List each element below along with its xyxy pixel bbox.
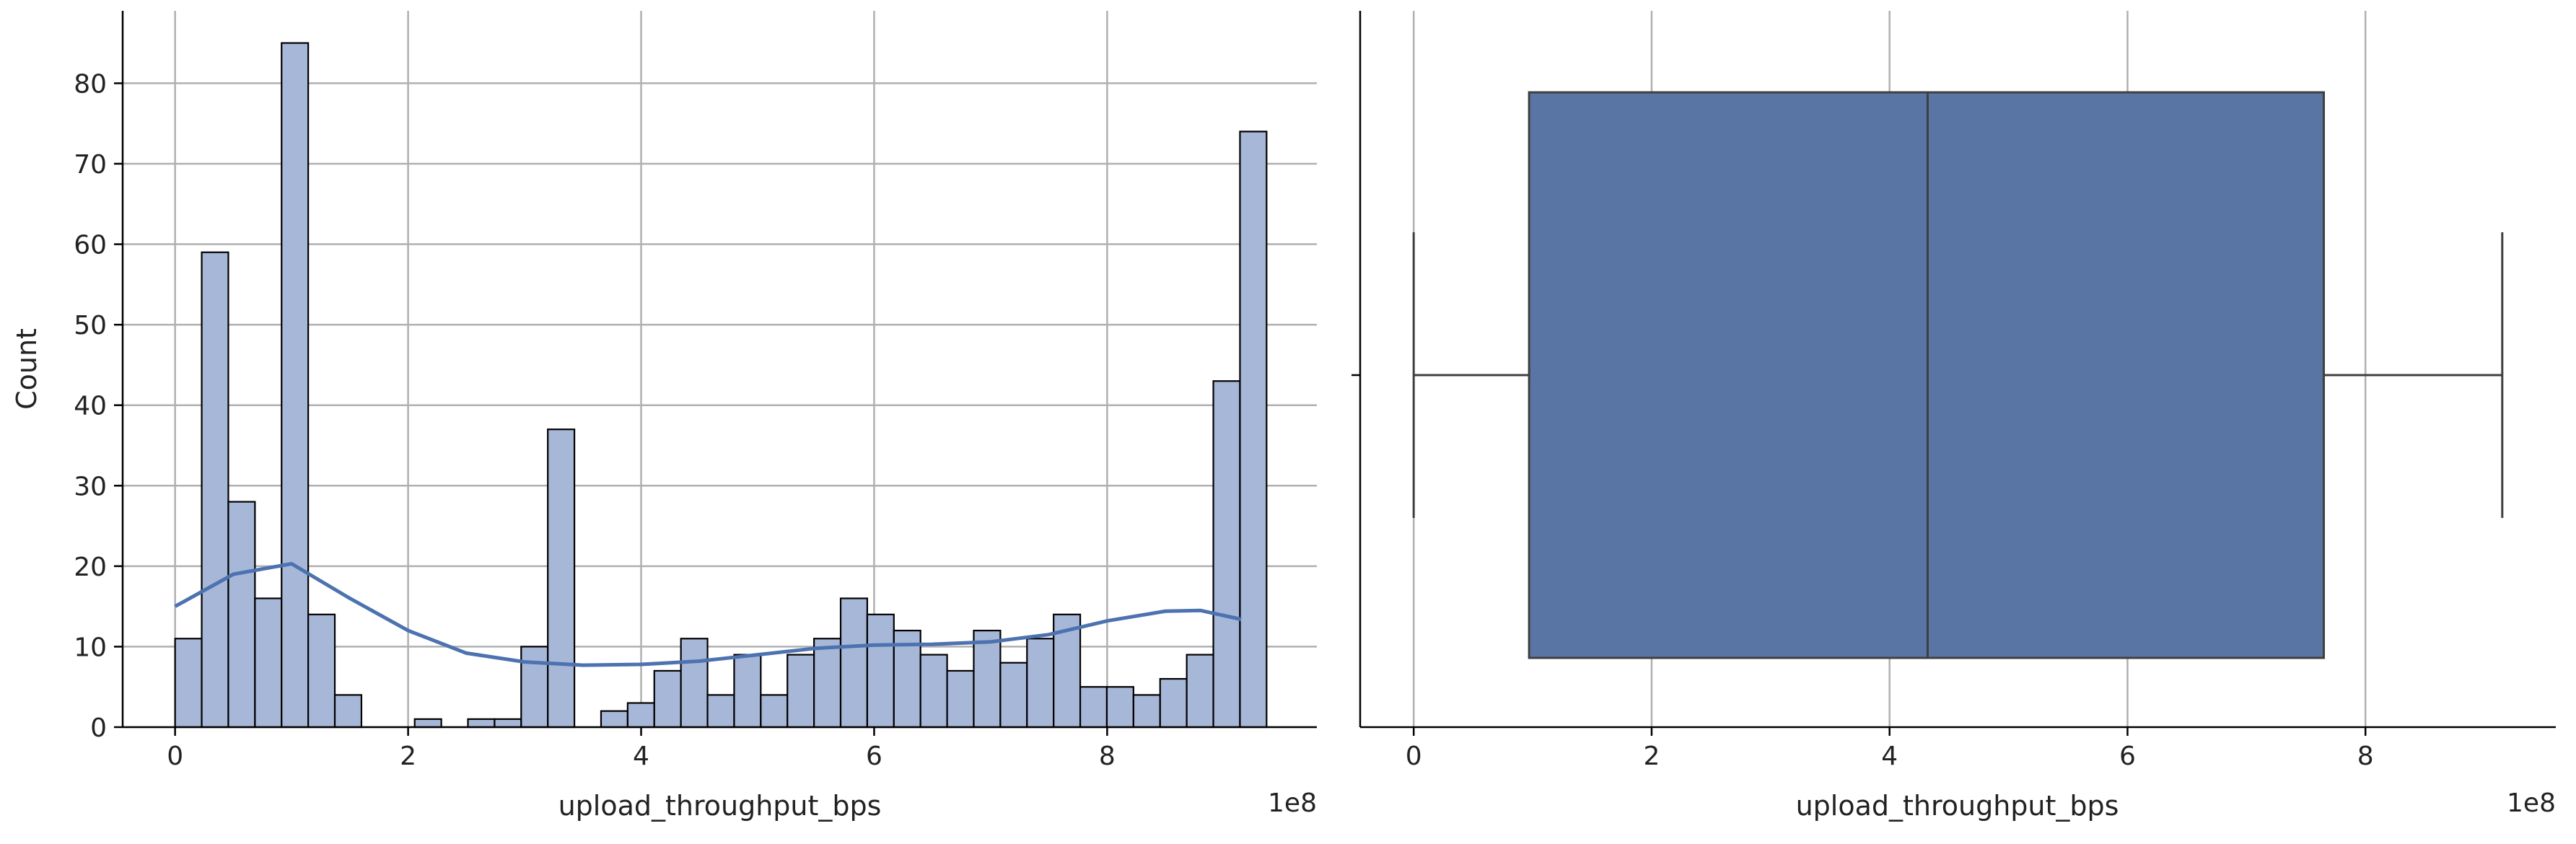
boxplot-x-ticks: 0 2 4 6 8 bbox=[1406, 727, 2374, 771]
histogram-y-tick-label: 10 bbox=[74, 633, 107, 662]
boxplot-x-tick-label: 2 bbox=[1643, 742, 1660, 771]
histogram-x-tick-label: 0 bbox=[167, 742, 183, 771]
histogram-bar bbox=[813, 638, 842, 729]
histogram-bar bbox=[653, 669, 682, 729]
histogram-bar bbox=[680, 638, 709, 729]
histogram-bar bbox=[494, 718, 522, 729]
histogram-y-tick-label: 20 bbox=[74, 553, 107, 582]
histogram-y-tick-label: 80 bbox=[74, 69, 107, 99]
histogram-bar bbox=[307, 613, 336, 729]
histogram-bar bbox=[760, 694, 789, 729]
histogram-bar bbox=[706, 694, 735, 729]
histogram-bar bbox=[1159, 677, 1188, 729]
histogram-bar bbox=[254, 597, 283, 729]
histogram-bar bbox=[919, 654, 948, 729]
boxplot-x-tick-label: 4 bbox=[1881, 742, 1898, 771]
histogram-bar bbox=[999, 661, 1028, 729]
boxplot-x-tick-label: 6 bbox=[2119, 742, 2136, 771]
histogram-bar bbox=[227, 501, 256, 729]
histogram-bar bbox=[1212, 380, 1241, 729]
histogram-bar bbox=[520, 646, 549, 729]
histogram-bar bbox=[626, 702, 655, 729]
boxplot-x-tick-label: 0 bbox=[1406, 742, 1422, 771]
histogram-bar bbox=[547, 428, 576, 729]
histogram-bar bbox=[333, 694, 363, 729]
histogram-y-ticks: 0 10 20 30 40 50 60 70 80 bbox=[74, 69, 123, 743]
histogram-y-axis-label: Count bbox=[11, 328, 43, 410]
histogram-bar bbox=[1186, 654, 1214, 729]
histogram-bar bbox=[1239, 131, 1268, 729]
histogram-y-tick-label: 60 bbox=[74, 231, 107, 260]
histogram-y-tick-label: 50 bbox=[74, 311, 107, 340]
histogram-y-tick-label: 30 bbox=[74, 472, 107, 501]
histogram-bar bbox=[1105, 686, 1134, 729]
histogram-bar bbox=[413, 718, 442, 729]
histogram-bar bbox=[787, 654, 815, 729]
histogram-y-tick-label: 40 bbox=[74, 392, 107, 421]
histogram-bar bbox=[281, 42, 310, 729]
histogram-bar bbox=[1053, 613, 1082, 729]
histogram-x-axis-label: upload_throughput_bps bbox=[558, 790, 882, 822]
histogram-bar bbox=[174, 638, 203, 729]
histogram-bar bbox=[839, 597, 869, 729]
boxplot-x-tick-label: 8 bbox=[2357, 742, 2374, 771]
histogram-bar bbox=[1132, 694, 1161, 729]
kde-curve bbox=[174, 561, 1242, 667]
histogram-bars bbox=[174, 42, 1268, 729]
histogram-x-ticks: 0 2 4 6 8 bbox=[167, 727, 1116, 771]
histogram-bar bbox=[1026, 638, 1055, 729]
boxplot-x-offset-label: 1e8 bbox=[2507, 788, 2556, 818]
histogram-bar bbox=[1079, 686, 1108, 729]
histogram-y-tick-label: 0 bbox=[90, 713, 107, 743]
boxplot-x-axis-label: upload_throughput_bps bbox=[1796, 790, 2119, 822]
histogram-x-tick-label: 6 bbox=[866, 742, 882, 771]
histogram-x-tick-label: 4 bbox=[633, 742, 649, 771]
histogram-bar bbox=[733, 654, 762, 729]
histogram-x-tick-label: 2 bbox=[400, 742, 416, 771]
histogram-bar bbox=[600, 710, 628, 729]
histogram-x-tick-label: 8 bbox=[1099, 742, 1116, 771]
histogram-bar bbox=[946, 669, 975, 729]
histogram-bar bbox=[467, 718, 496, 729]
histogram-bar bbox=[973, 630, 1002, 729]
boxplot-box bbox=[1528, 91, 2325, 659]
histogram-y-tick-label: 70 bbox=[74, 150, 107, 180]
histogram-bar bbox=[866, 613, 895, 729]
histogram-bar bbox=[201, 251, 229, 729]
histogram-x-offset-label: 1e8 bbox=[1268, 788, 1317, 818]
boxplot-panel: 0 2 4 6 8 upload_throughput_bps 1e8 bbox=[1351, 11, 2556, 822]
histogram-panel: 0 2 4 6 8 0 10 20 30 40 50 60 70 80 upload_throughpu… bbox=[11, 11, 1317, 822]
